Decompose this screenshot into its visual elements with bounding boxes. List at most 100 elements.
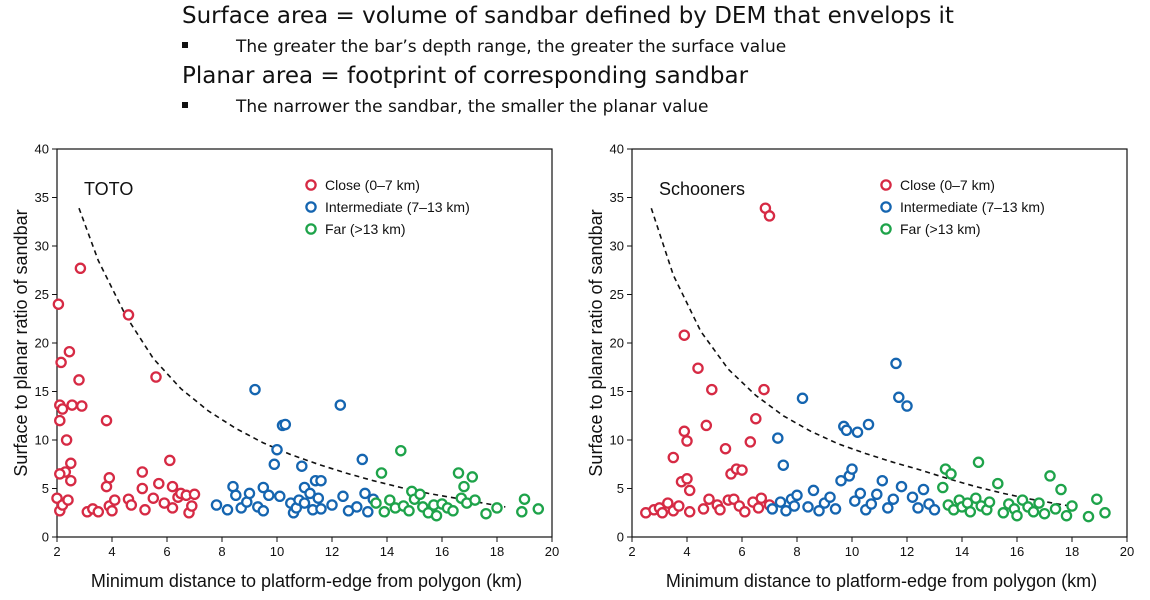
toto-intermediate-point — [298, 497, 311, 509]
schooners-intermediate-point — [766, 503, 779, 515]
toto-close-point — [158, 497, 171, 509]
schooners-intermediate-point — [917, 483, 930, 496]
toto-close-point — [150, 371, 162, 383]
toto-intermediate-point — [296, 460, 308, 472]
toto-far-point — [403, 505, 415, 517]
schooners-far-point — [992, 477, 1004, 490]
toto-y-tick-label: 5 — [42, 481, 49, 496]
toto-close-point — [188, 488, 201, 501]
toto-far-point — [378, 506, 391, 518]
schooners-scatter-chart: 2 4 6 8 10 12 14 16 18 20 0 5 10 15 20 25 30 35 40 Minimum … — [586, 142, 1134, 592]
schooners-close-point — [681, 473, 693, 485]
toto-far-point — [447, 505, 459, 517]
toto-close-point — [164, 454, 176, 467]
schooners-intermediate-point — [887, 493, 900, 505]
toto-far-point — [480, 507, 492, 520]
toto-far-point — [532, 503, 545, 515]
schooners-intermediate-point — [865, 498, 878, 510]
toto-intermediate-point — [315, 503, 327, 515]
schooners-x-tick-label: 16 — [1010, 544, 1024, 559]
schooners-intermediate-point — [846, 463, 858, 475]
toto-intermediate-point — [337, 490, 349, 503]
schooners-close-point — [683, 484, 696, 497]
schooners-intermediate-point — [774, 496, 787, 508]
toto-legend-close-label: Close (0–7 km) — [325, 177, 420, 193]
schooners-far-point — [1033, 497, 1045, 509]
toto-close-point — [106, 505, 118, 517]
toto-close-point — [65, 474, 77, 487]
schooners-close-point — [744, 436, 757, 448]
toto-y-tick-label: 25 — [35, 287, 49, 302]
toto-panel-label: TOTO — [84, 179, 133, 199]
toto-close-point — [125, 499, 138, 511]
toto-intermediate-point — [268, 458, 281, 471]
toto-legend-intermediate-label: Intermediate (7–13 km) — [325, 199, 470, 215]
schooners-far-point — [964, 506, 977, 518]
toto-far-point — [430, 509, 443, 522]
toto-intermediate-point — [257, 505, 270, 517]
toto-close-point — [136, 482, 149, 495]
schooners-close-point — [678, 425, 691, 438]
toto-close-point — [54, 414, 66, 427]
schooners-x-tick-label: 8 — [793, 544, 800, 559]
schooners-far-point — [1099, 507, 1111, 519]
toto-intermediate-point — [221, 504, 234, 516]
toto-far-point — [375, 467, 388, 479]
schooners-intermediate-point — [862, 418, 875, 431]
toto-close-point — [55, 356, 67, 369]
schooners-far-point — [1082, 510, 1095, 523]
toto-legend-close-marker — [305, 179, 317, 191]
toto-close-point — [56, 403, 69, 415]
toto-close-point — [166, 480, 179, 493]
schooners-intermediate-point — [829, 503, 842, 515]
schooners-panel-label: Schooners — [659, 179, 745, 199]
surface-area-bullet-text: The greater the bar’s depth range, the g… — [236, 37, 787, 57]
toto-intermediate-point — [271, 443, 283, 456]
toto-close-point — [122, 309, 135, 321]
toto-close-point — [186, 500, 198, 512]
toto-intermediate-point — [326, 499, 338, 511]
toto-y-tick-label: 30 — [35, 239, 49, 254]
schooners-far-point — [997, 507, 1010, 519]
schooners-x-tick-label: 18 — [1065, 544, 1079, 559]
schooners-close-point — [692, 362, 704, 374]
toto-intermediate-point — [351, 501, 363, 513]
schooners-close-point — [706, 383, 718, 396]
toto-close-point — [153, 477, 165, 490]
schooners-close-point — [755, 492, 768, 504]
schooners-close-point — [739, 506, 751, 518]
bullet-square-icon — [182, 42, 188, 48]
toto-y-tick-label: 0 — [42, 530, 49, 545]
toto-envelope-curve — [78, 207, 506, 508]
toto-x-tick-label: 8 — [218, 544, 225, 559]
schooners-intermediate-point — [928, 504, 941, 516]
schooners-intermediate-point — [777, 459, 790, 471]
schooners-x-axis-label: Minimum distance to platform-edge from p… — [666, 571, 1097, 591]
toto-intermediate-point — [312, 492, 325, 504]
schooners-y-tick-label: 25 — [610, 287, 624, 302]
planar-area-bullet: The narrower the sandbar, the smaller th… — [182, 97, 709, 117]
toto-close-point — [62, 494, 74, 506]
schooners-far-point — [1049, 503, 1062, 515]
schooners-y-tick-label: 20 — [610, 336, 624, 351]
toto-x-tick-label: 16 — [435, 544, 449, 559]
schooners-legend-close-marker — [880, 179, 892, 191]
planar-area-bullet-text: The narrower the sandbar, the smaller th… — [236, 97, 709, 117]
schooners-intermediate-point — [871, 488, 883, 501]
schooners-envelope-curve — [650, 207, 1075, 508]
toto-y-tick-label: 10 — [35, 433, 49, 448]
toto-intermediate-point — [279, 418, 292, 431]
schooners-y-tick-label: 35 — [610, 190, 624, 205]
schooners-intermediate-point — [854, 487, 867, 500]
toto-plot-frame — [56, 148, 553, 538]
schooners-intermediate-point — [893, 391, 905, 404]
schooners-far-point — [1066, 500, 1078, 512]
toto-close-point — [100, 480, 113, 493]
toto-intermediate-point — [210, 499, 223, 511]
schooners-intermediate-point — [876, 474, 889, 487]
schooners-x-tick-label: 6 — [738, 544, 745, 559]
toto-x-tick-label: 10 — [270, 544, 284, 559]
toto-intermediate-point — [263, 489, 275, 502]
schooners-far-point — [1055, 483, 1067, 496]
toto-close-point — [66, 399, 78, 411]
